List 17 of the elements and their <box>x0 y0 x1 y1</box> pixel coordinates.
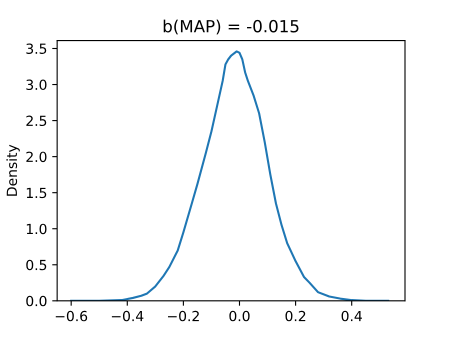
y-tick-label: 0.5 <box>26 260 46 270</box>
x-tick-label: −0.4 <box>112 310 144 322</box>
x-tick-label: −0.6 <box>56 310 88 322</box>
x-tick-label: 0.2 <box>285 310 306 322</box>
y-tick-label: 3.0 <box>26 80 47 90</box>
x-tick-label: 0.0 <box>229 310 250 322</box>
x-tick-label: 0.4 <box>342 310 362 322</box>
y-tick-label: 3.5 <box>26 43 46 54</box>
x-tick-label: −0.2 <box>168 310 199 322</box>
line-series <box>70 50 390 301</box>
y-tick-label: 2.5 <box>26 116 46 126</box>
y-tick-label: 1.0 <box>26 224 47 234</box>
y-tick-label: 2.0 <box>26 152 47 162</box>
y-tick-label: 0.0 <box>26 296 47 306</box>
y-tick-label: 1.5 <box>26 188 46 198</box>
chart-title: b(MAP) = -0.015 <box>164 20 298 34</box>
y-axis-title: Density <box>6 144 20 196</box>
